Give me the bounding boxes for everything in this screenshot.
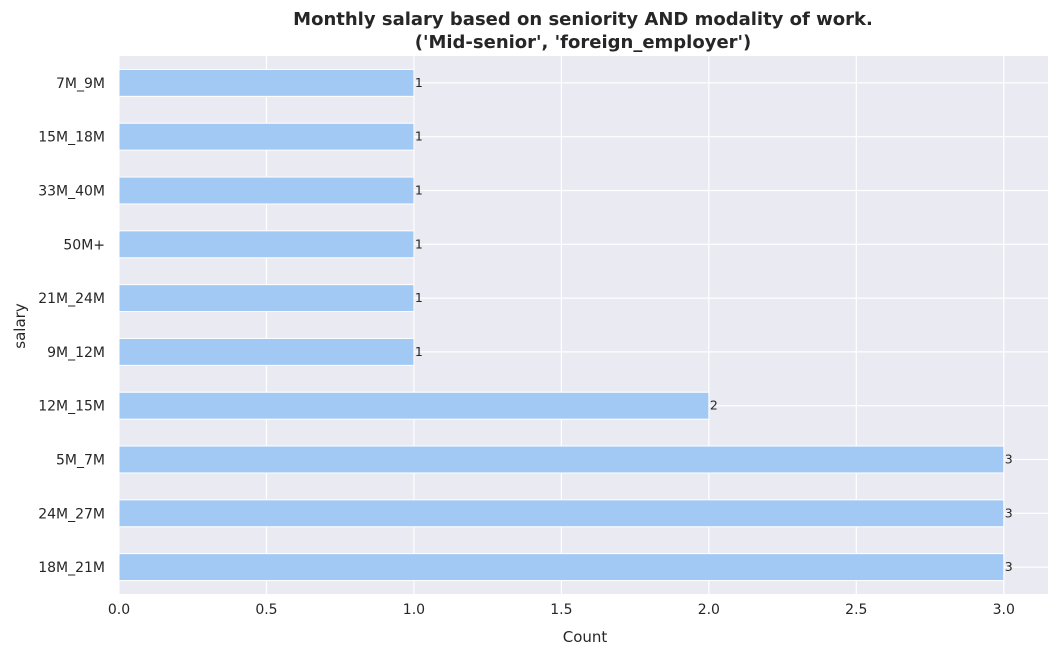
x-tick-label: 0.0 <box>108 602 130 618</box>
y-tick-label: 21M_24M <box>38 291 105 307</box>
x-tick-label: 1.5 <box>550 602 572 618</box>
bar-12M_15M <box>118 391 710 420</box>
y-tick-label: 24M_27M <box>38 506 105 522</box>
chart-title-line-2: ('Mid-senior', 'foreign_employer') <box>415 32 752 53</box>
bar-50M+ <box>118 230 415 259</box>
bar-value-label: 1 <box>415 183 423 198</box>
y-tick-label: 15M_18M <box>38 130 105 146</box>
x-tick-label: 1.0 <box>403 602 425 618</box>
bar-18M_21M <box>118 553 1005 582</box>
x-tick-label: 2.5 <box>845 602 867 618</box>
x-tick-label: 0.5 <box>255 602 277 618</box>
bar-24M_27M <box>118 499 1005 528</box>
bar-value-label: 3 <box>1005 559 1013 574</box>
bar-value-label: 1 <box>415 290 423 305</box>
bar-21M_24M <box>118 284 415 313</box>
y-tick-label: 5M_7M <box>56 453 105 469</box>
y-tick-label: 33M_40M <box>38 184 105 200</box>
bar-value-label: 1 <box>415 236 423 251</box>
y-tick-label: 50M+ <box>63 237 105 253</box>
bar-15M_18M <box>118 122 415 151</box>
y-tick-labels-group: 7M_9M 15M_18M 33M_40M 50M+ 21M_24M 9M_12M 12M_… <box>38 76 105 576</box>
chart-title-line-1: Monthly salary based on seniority AND mo… <box>293 9 873 30</box>
bar-value-label: 1 <box>415 129 423 144</box>
y-tick-label: 18M_21M <box>38 560 105 576</box>
y-tick-label: 12M_15M <box>38 399 105 415</box>
bars-group <box>118 68 1005 582</box>
bar-value-label: 3 <box>1005 452 1013 467</box>
bar-7M_9M <box>118 68 415 97</box>
y-tick-label: 9M_12M <box>47 345 105 361</box>
bar-value-label: 1 <box>415 75 423 90</box>
bar-value-label: 2 <box>710 398 718 413</box>
bar-5M_7M <box>118 445 1005 474</box>
bar-value-label: 3 <box>1005 505 1013 520</box>
y-axis-title: salary <box>11 303 29 349</box>
bar-9M_12M <box>118 337 415 366</box>
y-tick-label: 7M_9M <box>56 76 105 92</box>
x-tick-label: 3.0 <box>993 602 1015 618</box>
bar-33M_40M <box>118 176 415 205</box>
x-tick-labels-group: 0.0 0.5 1.0 1.5 2.0 2.5 3.0 <box>108 602 1015 618</box>
x-axis-title: Count <box>563 628 608 646</box>
data-labels-group: 1 1 1 1 1 1 2 3 3 3 <box>415 75 1013 574</box>
x-tick-label: 2.0 <box>698 602 720 618</box>
bar-value-label: 1 <box>415 344 423 359</box>
